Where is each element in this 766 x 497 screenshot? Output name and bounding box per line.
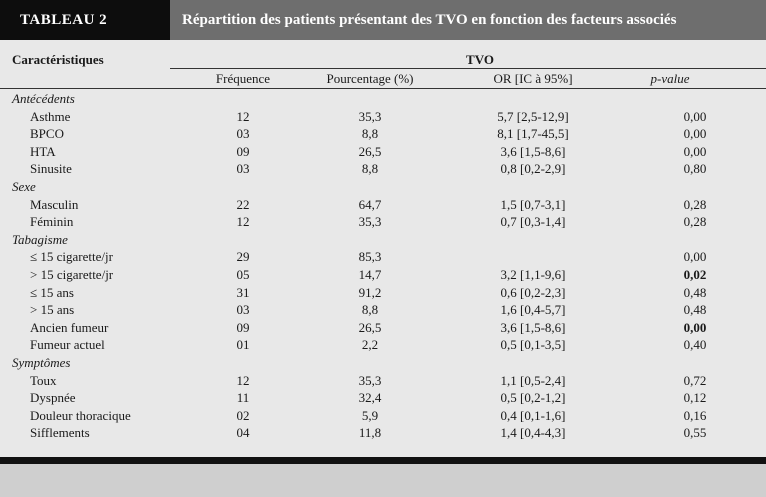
section-label: Antécédents [12, 91, 75, 106]
row-label: BPCO [30, 126, 64, 142]
col-header-pvalue: p-value [650, 71, 690, 86]
row-pvalue: 0,48 [683, 284, 707, 300]
row-label: Ancien fumeur [30, 319, 109, 335]
row-or: 1,1 [0,5-2,4] [500, 372, 566, 388]
row-pvalue: 0,02 [683, 267, 707, 282]
row-frequence: 04 [236, 425, 250, 441]
row-pourcentage: 91,2 [358, 284, 382, 300]
row-frequence: 03 [236, 126, 250, 142]
row-pourcentage: 35,3 [358, 214, 382, 230]
row-pourcentage: 85,3 [358, 249, 382, 265]
table-header: TABLEAU 2 Répartition des patients prése… [0, 0, 766, 40]
row-label: > 15 ans [30, 302, 75, 318]
row-label: HTA [30, 143, 56, 159]
row-pvalue: 0,55 [683, 425, 707, 441]
row-frequence: 03 [236, 161, 250, 177]
row-pvalue: 0,72 [683, 372, 707, 388]
row-frequence: 12 [236, 214, 250, 230]
row-or: 0,5 [0,2-1,2] [500, 390, 566, 406]
row-pvalue: 0,28 [683, 196, 707, 212]
row-frequence: 05 [236, 267, 250, 282]
footer-bar [0, 457, 766, 464]
row-frequence: 12 [236, 372, 250, 388]
row-pourcentage: 2,2 [361, 337, 379, 353]
row-pvalue: 0,00 [683, 143, 707, 159]
header-rule [0, 88, 766, 89]
row-frequence: 09 [236, 143, 250, 159]
row-pvalue: 0,12 [683, 390, 707, 406]
col-header-characteristics: Caractéristiques [12, 52, 104, 67]
row-or: 1,4 [0,4-4,3] [500, 425, 566, 441]
row-or: 0,8 [0,2-2,9] [500, 161, 566, 177]
row-pourcentage: 26,5 [358, 143, 382, 159]
row-pvalue: 0,48 [683, 302, 707, 318]
row-or: 1,6 [0,4-5,7] [500, 302, 566, 318]
col-header-pourcentage: Pourcentage (%) [326, 71, 414, 86]
row-pvalue: 0,16 [683, 407, 707, 423]
row-or: 8,1 [1,7-45,5] [497, 126, 569, 142]
row-frequence: 12 [236, 108, 250, 124]
row-label: Asthme [30, 108, 71, 124]
col-header-frequence: Fréquence [215, 71, 271, 86]
row-frequence: 22 [236, 196, 250, 212]
row-or: 0,7 [0,3-1,4] [500, 214, 566, 230]
row-label: ≤ 15 ans [30, 284, 74, 300]
row-label: Sifflements [30, 425, 90, 441]
row-or: 5,7 [2,5-12,9] [497, 108, 569, 124]
row-frequence: 31 [236, 284, 250, 300]
row-frequence: 02 [236, 407, 250, 423]
row-label: Masculin [30, 196, 79, 212]
row-label: > 15 cigarette/jr [30, 267, 114, 282]
row-pvalue: 0,00 [683, 126, 707, 142]
row-or: 3,2 [1,1-9,6] [500, 267, 566, 282]
row-frequence: 29 [236, 249, 250, 265]
row-label: Sinusite [30, 161, 72, 177]
row-label: Dyspnée [30, 390, 76, 406]
section-label: Symptômes [12, 355, 71, 370]
footer-area [0, 464, 766, 497]
row-pourcentage: 8,8 [361, 126, 379, 142]
section-label: Sexe [12, 179, 36, 194]
row-pourcentage: 14,7 [358, 267, 382, 282]
row-pourcentage: 64,7 [358, 196, 382, 212]
group-rule [170, 68, 766, 69]
row-frequence: 01 [236, 337, 250, 353]
row-or: 0,6 [0,2-2,3] [500, 284, 566, 300]
row-label: Fumeur actuel [30, 337, 105, 353]
table-title: Répartition des patients présentant des … [170, 0, 766, 40]
row-pourcentage: 32,4 [358, 390, 382, 406]
col-group-tvo: TVO [466, 52, 494, 67]
row-pourcentage: 26,5 [358, 319, 382, 335]
row-pvalue: 0,80 [683, 161, 707, 177]
row-pvalue: 0,28 [683, 214, 707, 230]
row-pourcentage: 11,8 [358, 425, 382, 441]
row-pourcentage: 35,3 [358, 372, 382, 388]
table-body: Caractéristiques TVO Fréquence Pourcenta… [0, 40, 766, 457]
row-label: ≤ 15 cigarette/jr [30, 249, 113, 265]
section-label: Tabagisme [12, 231, 68, 247]
row-pourcentage: 8,8 [361, 161, 379, 177]
row-label: Douleur thoracique [30, 407, 131, 423]
row-label: Toux [30, 372, 57, 388]
row-or: 3,6 [1,5-8,6] [500, 143, 566, 159]
row-pvalue: 0,40 [683, 337, 707, 353]
row-pvalue: 0,00 [683, 319, 707, 335]
row-or: 1,5 [0,7-3,1] [500, 196, 566, 212]
row-frequence: 09 [236, 319, 250, 335]
row-pourcentage: 35,3 [358, 108, 382, 124]
row-pourcentage: 5,9 [361, 407, 379, 423]
row-or: 0,5 [0,1-3,5] [500, 337, 566, 353]
row-or: 0,4 [0,1-1,6] [500, 407, 566, 423]
row-pourcentage: 8,8 [361, 302, 379, 318]
row-frequence: 11 [236, 390, 250, 406]
row-pvalue: 0,00 [683, 108, 707, 124]
row-label: Féminin [30, 214, 74, 230]
table-tag: TABLEAU 2 [0, 0, 170, 40]
row-or: 3,6 [1,5-8,6] [500, 319, 566, 335]
row-frequence: 03 [236, 302, 250, 318]
col-header-or: OR [IC à 95%] [493, 71, 573, 86]
row-pvalue: 0,00 [683, 249, 707, 265]
